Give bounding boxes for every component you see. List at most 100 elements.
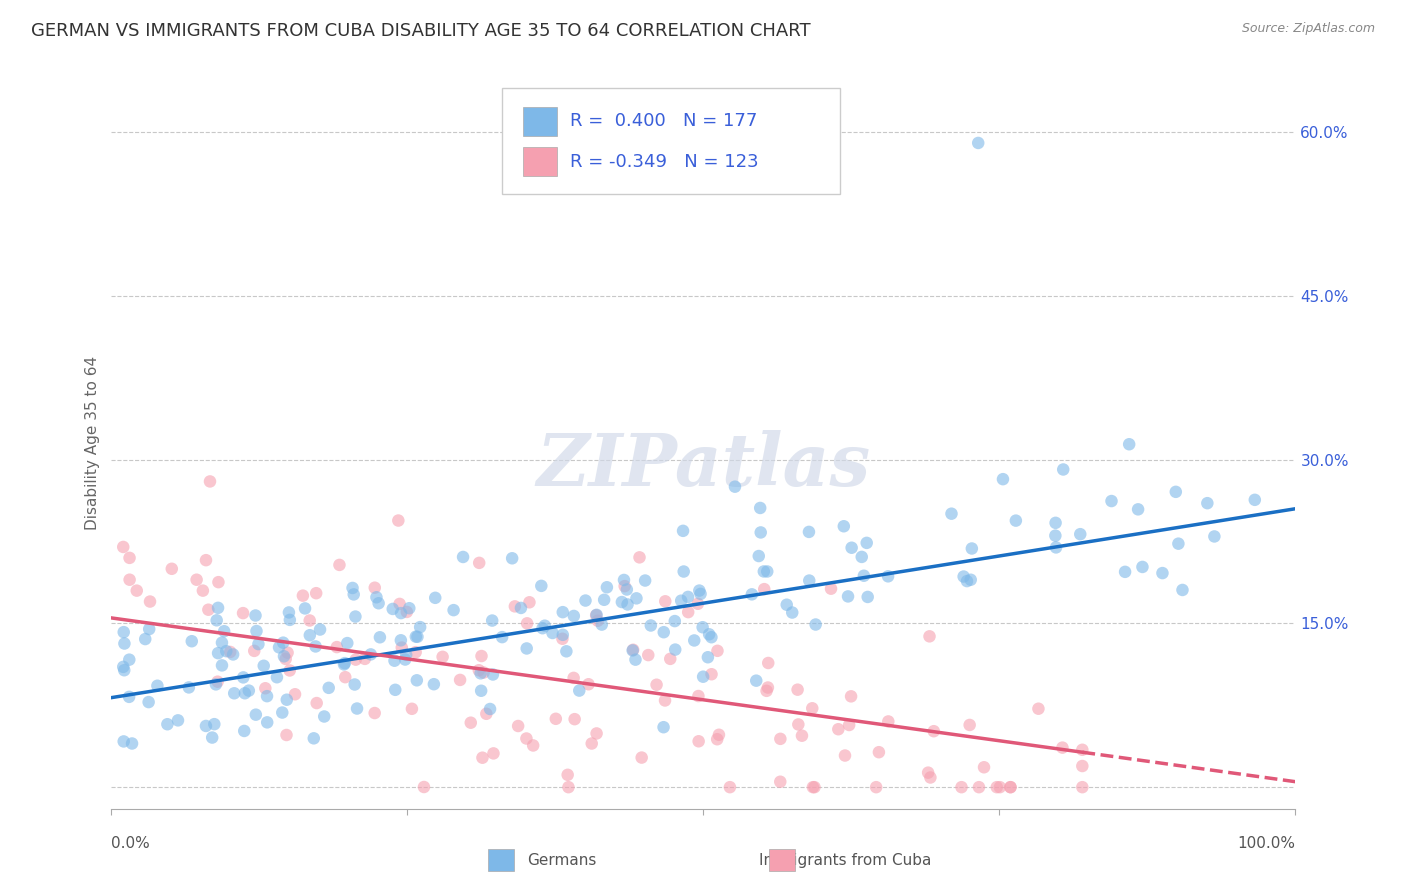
Point [112, 663, 135, 677]
Point [207, 646, 229, 660]
Point [790, 729, 813, 743]
Point [585, 607, 607, 622]
Point [1005, 514, 1028, 528]
Point [1052, 740, 1074, 755]
Point [688, 583, 710, 598]
Point [1069, 527, 1091, 541]
Point [125, 583, 148, 598]
Point [247, 637, 270, 651]
Point [1118, 437, 1140, 451]
Point [986, 780, 1008, 794]
Point [284, 687, 307, 701]
Point [973, 760, 995, 774]
Point [167, 714, 190, 728]
Point [669, 593, 692, 607]
Point [211, 658, 233, 673]
Point [596, 580, 619, 594]
Point [245, 624, 267, 638]
Text: R =  0.400   N = 177: R = 0.400 N = 177 [569, 112, 756, 130]
Point [551, 632, 574, 646]
Point [302, 731, 325, 746]
Point [481, 614, 503, 628]
Point [384, 654, 406, 668]
Point [707, 728, 730, 742]
Point [562, 671, 585, 685]
Point [700, 630, 723, 644]
Point [451, 549, 474, 564]
Point [482, 747, 505, 761]
Point [541, 626, 564, 640]
Point [363, 706, 385, 720]
Point [754, 582, 776, 596]
Point [138, 622, 160, 636]
Point [186, 573, 208, 587]
Point [112, 636, 135, 650]
Point [333, 657, 356, 672]
Point [443, 603, 465, 617]
Point [578, 677, 600, 691]
Point [346, 701, 368, 715]
Point [877, 569, 900, 583]
Point [555, 644, 578, 658]
Point [134, 632, 156, 646]
Point [503, 599, 526, 614]
Point [640, 618, 662, 632]
FancyBboxPatch shape [488, 849, 515, 871]
Point [118, 653, 141, 667]
Point [219, 645, 242, 659]
Point [342, 581, 364, 595]
Point [634, 574, 657, 588]
Point [266, 670, 288, 684]
Point [112, 625, 135, 640]
Point [205, 677, 228, 691]
Point [470, 666, 492, 681]
Point [384, 682, 406, 697]
Point [318, 681, 340, 695]
Point [1101, 494, 1123, 508]
Point [326, 640, 349, 654]
Point [304, 640, 326, 654]
Point [1052, 462, 1074, 476]
Point [510, 601, 533, 615]
Point [389, 633, 412, 648]
Point [344, 609, 367, 624]
Point [841, 541, 863, 555]
Point [621, 643, 644, 657]
Point [409, 620, 432, 634]
Point [205, 613, 228, 627]
Point [564, 712, 586, 726]
Point [395, 605, 418, 619]
FancyBboxPatch shape [523, 147, 557, 177]
Text: GERMAN VS IMMIGRANTS FROM CUBA DISABILITY AGE 35 TO 64 CORRELATION CHART: GERMAN VS IMMIGRANTS FROM CUBA DISABILIT… [31, 22, 810, 40]
Point [959, 718, 981, 732]
Point [941, 507, 963, 521]
Point [748, 549, 770, 563]
Point [118, 690, 141, 704]
Point [745, 673, 768, 688]
Point [706, 732, 728, 747]
Point [952, 569, 974, 583]
Point [689, 587, 711, 601]
Point [112, 660, 135, 674]
Point [780, 606, 803, 620]
Point [1000, 780, 1022, 794]
Point [516, 641, 538, 656]
Point [856, 590, 879, 604]
Point [508, 719, 530, 733]
Point [591, 617, 613, 632]
Point [146, 679, 169, 693]
Point [1164, 484, 1187, 499]
Point [659, 652, 682, 666]
FancyBboxPatch shape [523, 107, 557, 136]
Text: Source: ZipAtlas.com: Source: ZipAtlas.com [1241, 22, 1375, 36]
Point [271, 706, 294, 720]
Point [344, 652, 367, 666]
Point [195, 553, 218, 567]
Point [298, 614, 321, 628]
Point [395, 648, 418, 662]
Point [432, 649, 454, 664]
Point [238, 683, 260, 698]
Point [273, 649, 295, 664]
Point [749, 525, 772, 540]
Point [586, 614, 609, 628]
